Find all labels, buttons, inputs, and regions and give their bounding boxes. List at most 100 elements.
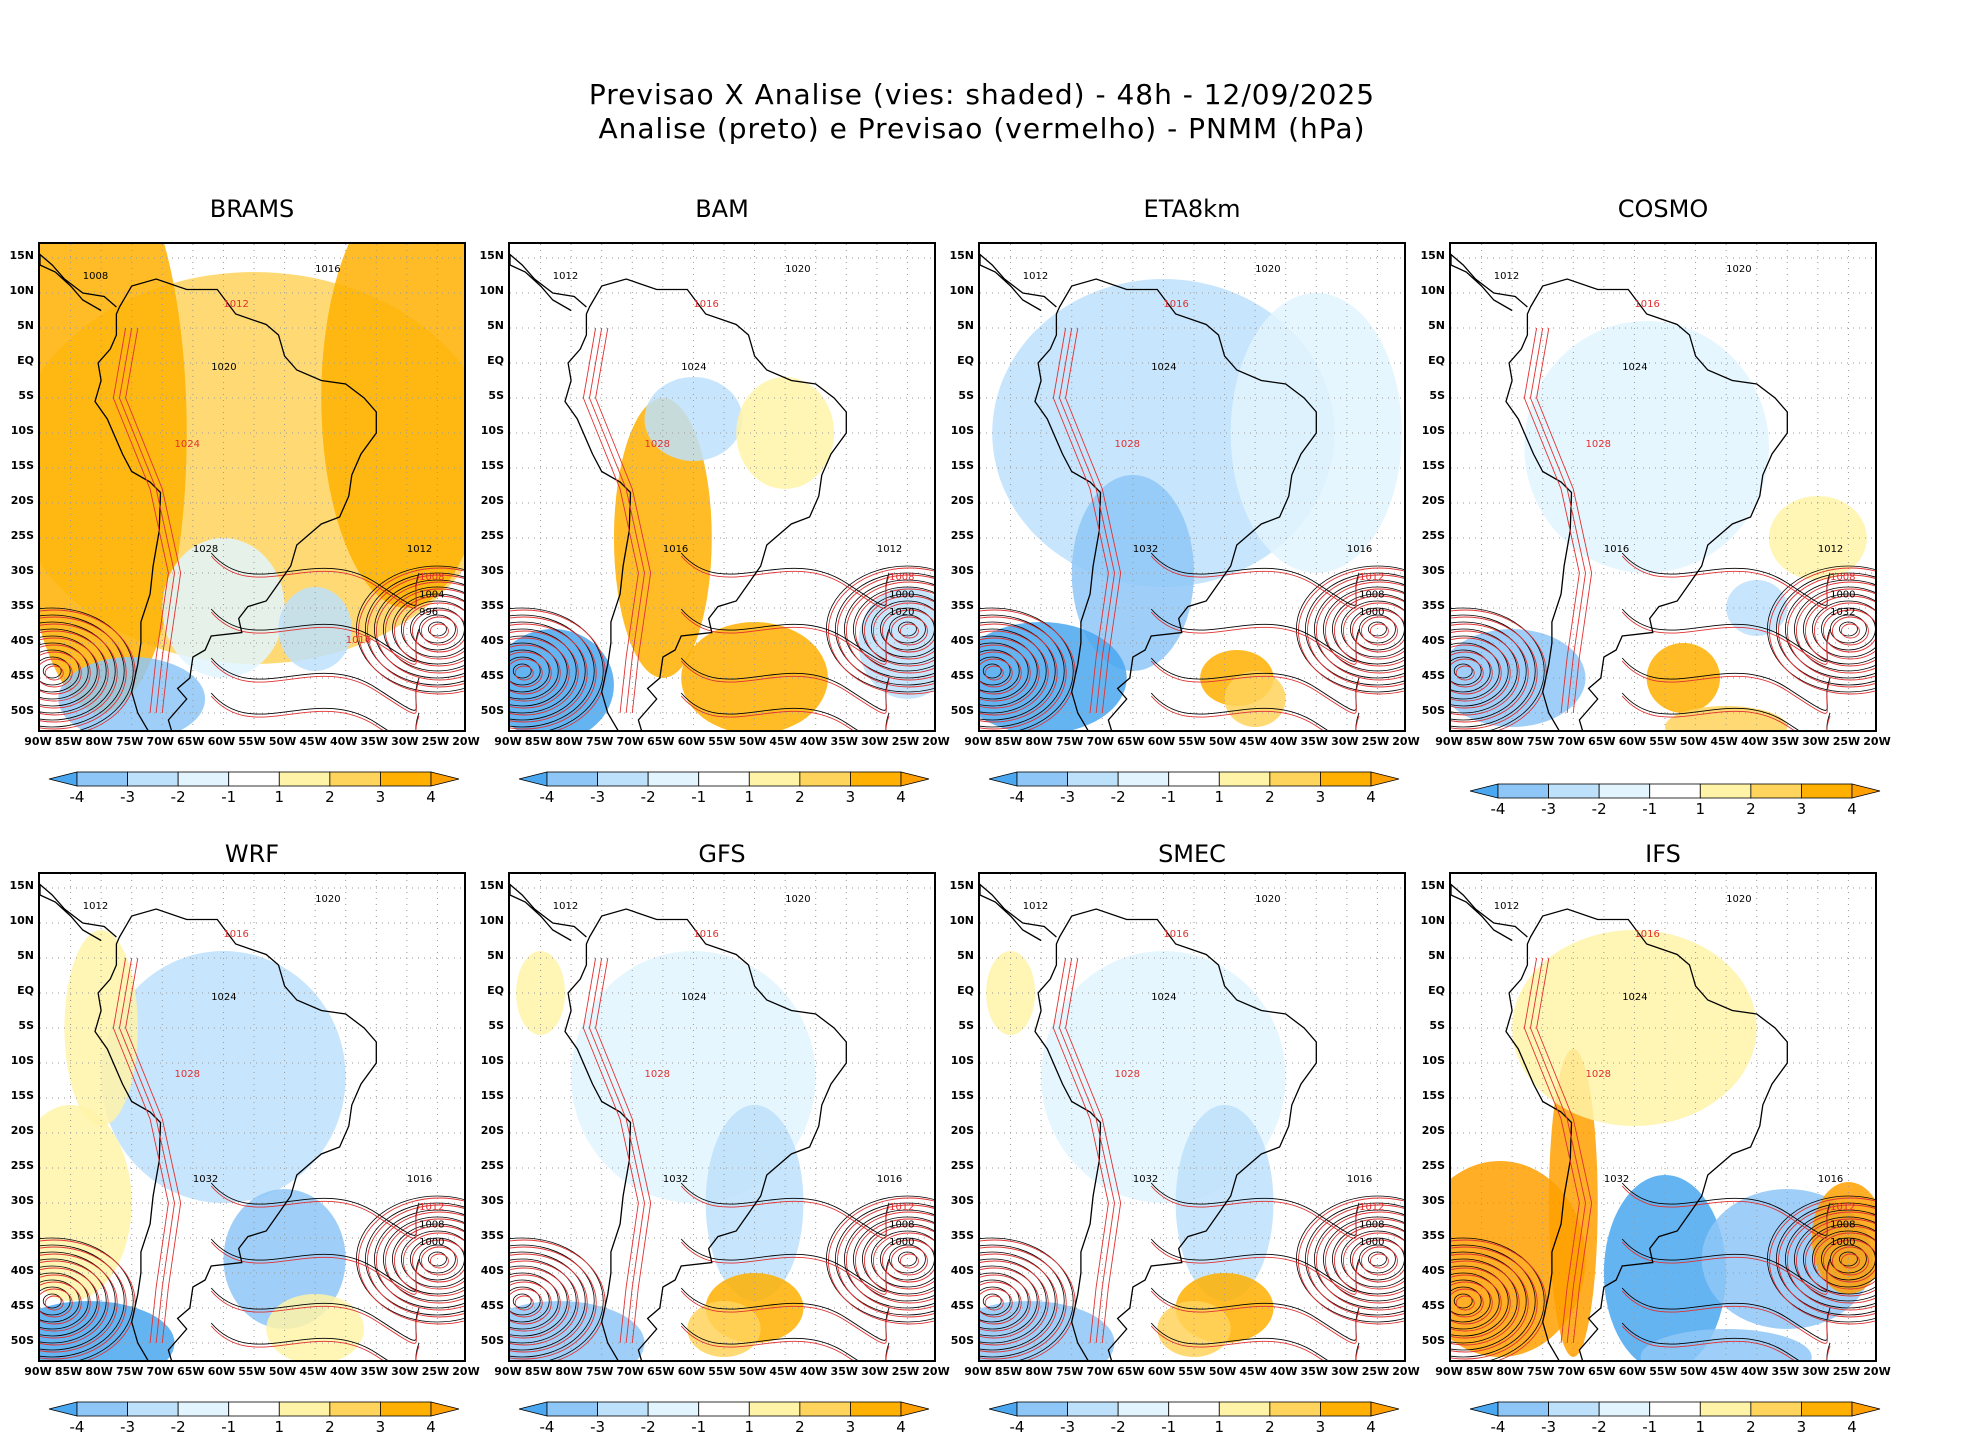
low-pacific-contour	[510, 1272, 559, 1330]
longitude-label: 40W	[799, 1365, 828, 1378]
contour-label: 1000	[1830, 590, 1855, 601]
latitude-label: 30S	[1421, 564, 1445, 577]
colorbar-segment	[748, 771, 801, 787]
low-atlantic-contour	[393, 595, 464, 667]
colorbar-label: -2	[1591, 800, 1607, 818]
low-atlantic-contour	[1776, 572, 1875, 686]
low-pacific-contour	[1451, 1237, 1545, 1360]
longitude-label: 70W	[1557, 1365, 1585, 1378]
low-pacific-contour	[510, 623, 588, 723]
colorbar-segment	[48, 771, 78, 787]
longitude-label: 90W	[964, 1365, 992, 1378]
low-pacific-contour	[510, 1237, 604, 1360]
contour-label: 1000	[1359, 1237, 1384, 1248]
contour-label: 1016	[1347, 1174, 1372, 1185]
contour-label: 1008	[1359, 1220, 1384, 1231]
low-atlantic-contour	[402, 1232, 464, 1290]
low-atlantic-contour	[828, 1197, 934, 1325]
latitude-label: 5N	[1428, 949, 1445, 962]
latitude-label: EQ	[957, 354, 974, 367]
colorbar-label: 1	[744, 1418, 755, 1436]
low-atlantic-contour	[853, 586, 934, 672]
contour-label: 1024	[681, 362, 706, 373]
longitude-label: 40W	[1740, 1365, 1769, 1378]
longitude-label: 40W	[799, 735, 828, 748]
low-atlantic-contour	[1785, 579, 1875, 679]
longitude-label: 80W	[555, 1365, 583, 1378]
colorbar-segment	[850, 771, 902, 787]
latitude-label: 15S	[10, 1089, 34, 1102]
colorbar-segment	[900, 771, 930, 787]
low-pacific-contour	[1451, 1267, 1511, 1339]
longitude-label: 75W	[585, 735, 614, 748]
latitude-label: 15N	[479, 249, 504, 262]
colorbar-label: 2	[1746, 800, 1756, 818]
isobar-contour	[1150, 695, 1360, 730]
low-atlantic-contour	[1369, 623, 1389, 639]
latitude-label: 45S	[480, 1299, 504, 1312]
isobar-contour	[210, 692, 420, 730]
longitude-label: 20W	[1392, 735, 1420, 748]
low-pacific-contour	[510, 637, 570, 709]
colorbar-label: -4	[69, 788, 85, 806]
colorbar-label: 1	[744, 788, 755, 806]
south-america-coastline	[564, 278, 847, 730]
latitude-label: EQ	[1428, 354, 1445, 367]
colorbar-segment	[1016, 771, 1068, 787]
latitude-label: 25S	[480, 529, 504, 542]
colorbar-label: 2	[1265, 788, 1275, 806]
low-pacific-contour	[980, 607, 1074, 730]
andes-contour	[582, 327, 639, 714]
colorbar-segment	[698, 1401, 750, 1417]
low-pacific-contour	[40, 1267, 100, 1339]
latitude-label: 20S	[10, 494, 34, 507]
bias-shading-4	[278, 587, 352, 671]
low-atlantic-contour	[1359, 1244, 1396, 1274]
colorbar-segment	[177, 1401, 230, 1417]
latitude-label: 20S	[480, 1124, 504, 1137]
low-pacific-contour	[40, 630, 109, 716]
colorbar-segment	[900, 1401, 930, 1417]
longitude-label: 60W	[677, 1365, 706, 1378]
latitude-label: 45S	[950, 1299, 974, 1312]
longitude-label: 30W	[391, 735, 419, 748]
low-pacific-contour	[1453, 663, 1473, 679]
low-atlantic-contour	[1333, 1225, 1404, 1297]
contour-label: 1012	[877, 544, 902, 555]
colorbar-label: 1	[1695, 800, 1706, 818]
low-atlantic-contour	[401, 600, 464, 658]
low-pacific-contour	[980, 1272, 1029, 1330]
longitude-label: 70W	[1557, 735, 1585, 748]
isobar-contour	[680, 1290, 890, 1344]
colorbar-segment	[1067, 771, 1119, 787]
colorbar-wrf	[48, 1401, 460, 1417]
latitude-label: 50S	[480, 704, 504, 717]
contour-label: 1008	[889, 1220, 914, 1231]
latitude-label: 10N	[479, 914, 504, 927]
longitude-label: 45W	[1710, 735, 1738, 748]
colorbar-eta8km	[988, 771, 1400, 787]
low-atlantic-contour	[1307, 1204, 1404, 1318]
low-atlantic-contour	[1298, 567, 1404, 695]
longitude-label: 65W	[177, 1365, 205, 1378]
low-pacific-contour	[510, 1279, 550, 1323]
low-pacific-contour	[40, 1244, 125, 1358]
latitude-label: EQ	[487, 984, 504, 997]
colorbar-label: 4	[426, 788, 436, 806]
map-panel-smec: 1012 1016 1020 1024 1028 1032 1016 1012 1008 1000	[978, 872, 1406, 1362]
low-atlantic-contour	[1305, 572, 1404, 686]
low-atlantic-contour	[835, 1202, 934, 1316]
contour-label: 1024	[211, 992, 236, 1003]
longitude-label: 35W	[830, 735, 858, 748]
low-atlantic-contour	[374, 1209, 464, 1309]
low-atlantic-contour	[1795, 588, 1875, 674]
low-atlantic-contour	[1812, 1230, 1875, 1288]
longitude-label: 20W	[1863, 735, 1891, 748]
low-atlantic-contour	[1795, 1218, 1875, 1304]
longitude-label: 30W	[1802, 735, 1830, 748]
low-pacific-contour	[40, 651, 82, 695]
low-atlantic-contour	[1794, 1216, 1875, 1302]
contour-label: 1012	[1494, 901, 1519, 912]
latitude-label: 35S	[950, 599, 974, 612]
longitude-label: 65W	[647, 735, 675, 748]
